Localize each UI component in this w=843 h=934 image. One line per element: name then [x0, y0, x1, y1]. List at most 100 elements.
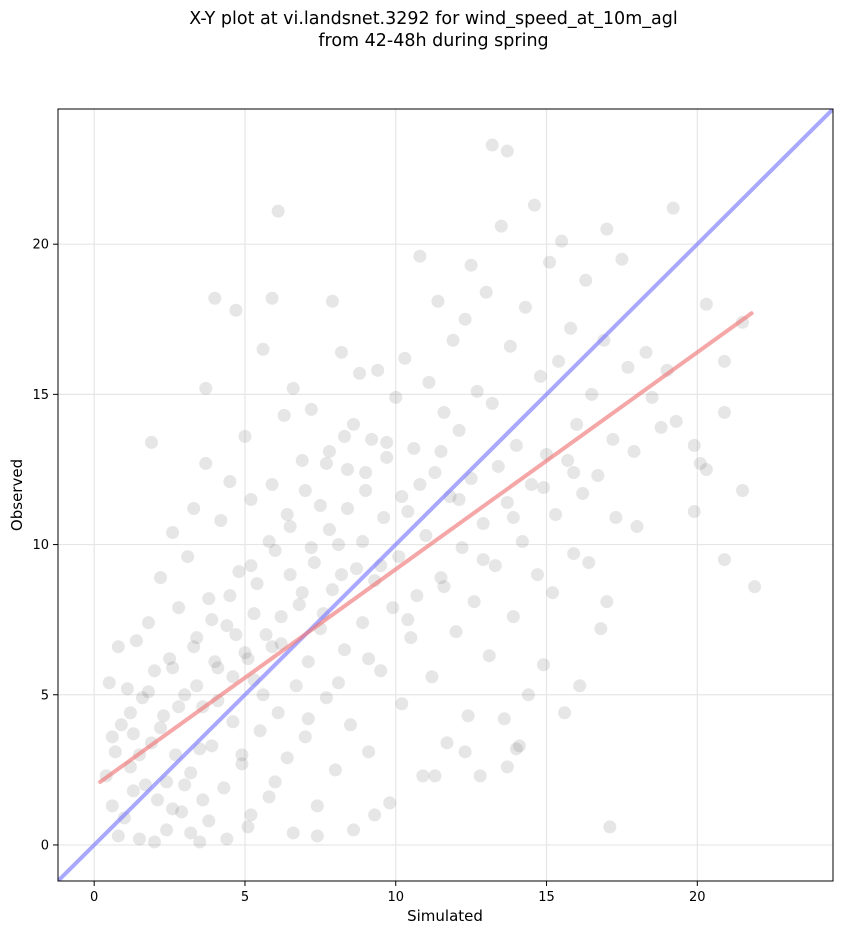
x-tick-label: 20 [689, 890, 706, 905]
scatter-point [470, 384, 484, 398]
scatter-point [552, 354, 566, 368]
scatter-point [132, 832, 146, 846]
chart-title-line-1: X-Y plot at vi.landsnet.3292 for wind_sp… [189, 9, 678, 29]
scatter-point [337, 643, 351, 657]
scatter-point [220, 619, 234, 633]
scatter-point [220, 832, 234, 846]
scatter-point [506, 610, 520, 624]
scatter-point [386, 601, 400, 615]
scatter-point [570, 417, 584, 431]
scatter-point [594, 622, 608, 636]
scatter-point [419, 529, 433, 543]
scatter-point [401, 505, 415, 519]
scatter-point [289, 679, 303, 693]
scatter-point [717, 354, 731, 368]
scatter-point [151, 793, 165, 807]
scatter-point [114, 718, 128, 732]
scatter-point [561, 453, 575, 467]
scatter-point [325, 583, 339, 597]
scatter-point [609, 511, 623, 525]
scatter-point [301, 712, 315, 726]
scatter-point [298, 730, 312, 744]
scatter-point [606, 432, 620, 446]
scatter-point [319, 456, 333, 470]
scatter-point [564, 321, 578, 335]
scatter-point [654, 420, 668, 434]
scatter-point [160, 823, 174, 837]
scatter-point [262, 790, 276, 804]
plot-frame [57, 108, 834, 882]
scatter-point [515, 535, 529, 549]
scatter-point [533, 369, 547, 383]
scatter-point [537, 480, 551, 494]
x-tick-label: 10 [387, 890, 404, 905]
scatter-point [431, 294, 445, 308]
scatter-point [374, 664, 388, 678]
scatter-point [509, 438, 523, 452]
scatter-point [172, 601, 186, 615]
scatter-point [639, 345, 653, 359]
scatter-point [304, 541, 318, 555]
scatter-point [549, 508, 563, 522]
scatter-point [202, 814, 216, 828]
scatter-point [235, 748, 249, 762]
scatter-point [458, 745, 472, 759]
scatter-point [527, 198, 541, 212]
scatter-point [666, 201, 680, 215]
scatter-point [356, 616, 370, 630]
scatter-point [154, 571, 168, 585]
scatter-point [428, 465, 442, 479]
scatter-point [371, 363, 385, 377]
scatter-point [280, 751, 294, 765]
scatter-point [476, 517, 490, 531]
scatter-point [464, 258, 478, 272]
scatter-point [521, 688, 535, 702]
chart-title: X-Y plot at vi.landsnet.3292 for wind_sp… [0, 8, 843, 52]
y-tick-label: 15 [32, 388, 49, 403]
scatter-point [413, 249, 427, 263]
x-tick-label: 0 [90, 890, 98, 905]
scatter-point [154, 721, 168, 735]
scatter-point [298, 483, 312, 497]
scatter-point [229, 303, 243, 317]
scatter-point [238, 429, 252, 443]
scatter-point [340, 502, 354, 516]
scatter-point [512, 739, 526, 753]
scatter-point [157, 709, 171, 723]
scatter-point [458, 312, 472, 326]
scatter-point [325, 294, 339, 308]
scatter-point [322, 444, 336, 458]
scatter-point [467, 595, 481, 609]
scatter-point [485, 138, 499, 152]
x-tick-label: 15 [538, 890, 555, 905]
scatter-point [111, 829, 125, 843]
y-axis-label: Observed [8, 459, 26, 531]
scatter-point [247, 607, 261, 621]
scatter-point [129, 634, 143, 648]
scatter-point [175, 805, 189, 819]
scatter-point [410, 589, 424, 603]
scatter-point [244, 559, 258, 573]
scatter-point [241, 652, 255, 666]
scatter-point [187, 640, 201, 654]
scatter-point [292, 598, 306, 612]
scatter-point [340, 462, 354, 476]
scatter-point [178, 778, 192, 792]
scatter-points [99, 138, 762, 849]
scatter-point [362, 652, 376, 666]
scatter-point [503, 339, 517, 353]
scatter-point [319, 691, 333, 705]
scatter-point [199, 456, 213, 470]
scatter-point [347, 417, 361, 431]
scatter-point [238, 646, 252, 660]
scatter-point [310, 799, 324, 813]
scatter-point [199, 381, 213, 395]
scatter-point [277, 408, 291, 422]
scatter-point [123, 706, 137, 720]
scatter-point [377, 511, 391, 525]
scatter-point [262, 535, 276, 549]
scatter-point [337, 429, 351, 443]
scatter-point [286, 826, 300, 840]
scatter-point [491, 459, 505, 473]
scatter-point [166, 661, 180, 675]
